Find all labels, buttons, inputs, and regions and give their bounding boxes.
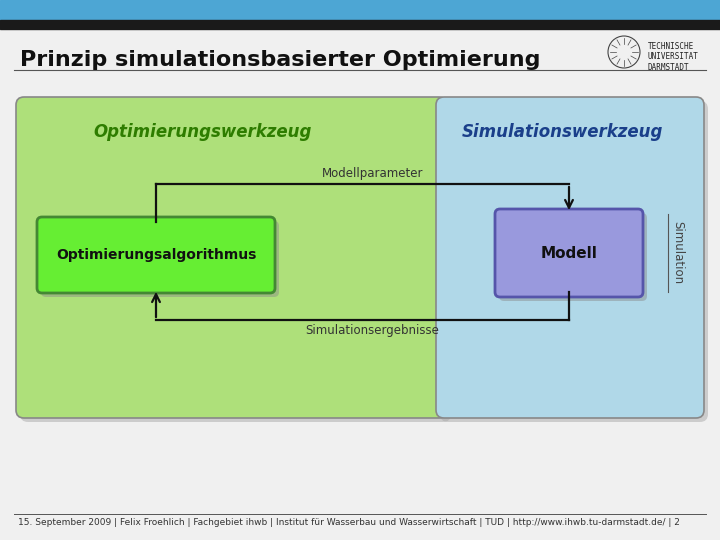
Bar	[0, 20, 720, 29]
FancyBboxPatch shape	[436, 97, 704, 418]
Text: Optimierungsalgorithmus: Optimierungsalgorithmus	[56, 248, 256, 262]
Text: TECHNISCHE
UNIVERSITAT
DARMSTADT: TECHNISCHE UNIVERSITAT DARMSTADT	[648, 42, 699, 72]
Text: Simulation: Simulation	[672, 221, 685, 285]
Text: Prinzip simulationsbasierter Optimierung: Prinzip simulationsbasierter Optimierung	[20, 50, 541, 70]
FancyBboxPatch shape	[495, 209, 643, 297]
Text: Modell: Modell	[541, 246, 598, 260]
FancyBboxPatch shape	[37, 217, 275, 293]
FancyBboxPatch shape	[499, 213, 647, 301]
Text: Simulationsergebnisse: Simulationsergebnisse	[305, 324, 439, 337]
Text: Modellparameter: Modellparameter	[322, 167, 423, 180]
FancyBboxPatch shape	[16, 97, 447, 418]
Text: Optimierungswerkzeug: Optimierungswerkzeug	[94, 123, 312, 141]
FancyBboxPatch shape	[20, 101, 451, 422]
FancyBboxPatch shape	[41, 221, 279, 297]
FancyBboxPatch shape	[440, 101, 708, 422]
Text: 15. September 2009 | Felix Froehlich | Fachgebiet ihwb | Institut für Wasserbau : 15. September 2009 | Felix Froehlich | F…	[18, 518, 680, 527]
Text: Simulationswerkzeug: Simulationswerkzeug	[462, 123, 663, 141]
Bar	[0, 0, 720, 20]
